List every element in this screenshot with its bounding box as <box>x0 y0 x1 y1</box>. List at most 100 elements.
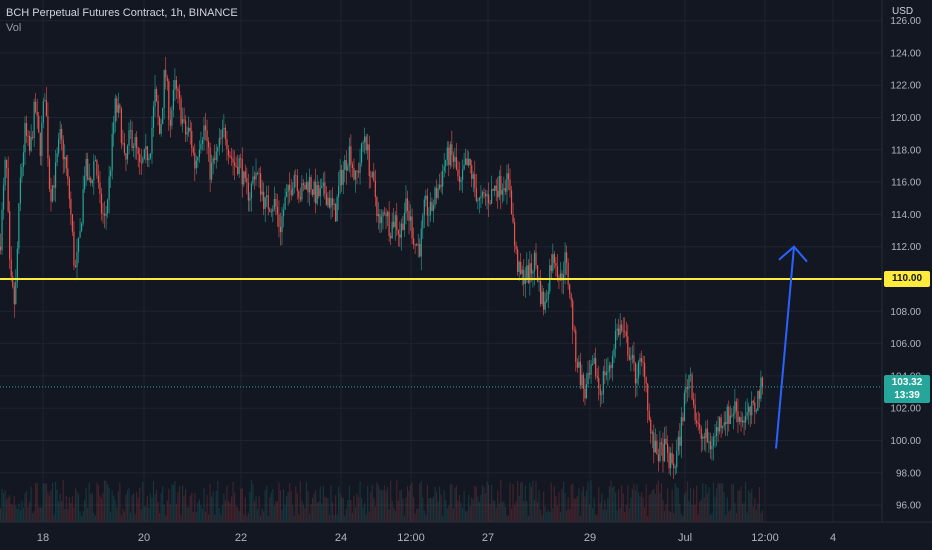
candle-body <box>758 390 760 399</box>
volume-bar <box>596 514 598 522</box>
volume-bar <box>491 485 493 522</box>
candle-body <box>411 216 413 239</box>
candle-body <box>93 161 95 181</box>
candle-body <box>515 245 517 250</box>
candle-body <box>305 182 308 190</box>
volume-bar <box>397 500 399 522</box>
volume-bar <box>97 485 100 522</box>
arrow-drawing[interactable] <box>775 245 808 449</box>
candle-body <box>748 406 750 412</box>
volume-bar <box>16 509 18 522</box>
volume-bar <box>726 497 728 522</box>
volume-bar <box>715 488 718 522</box>
volume-bar <box>178 486 181 522</box>
time-axis-panel[interactable] <box>0 522 932 550</box>
symbol-title[interactable]: BCH Perpetual Futures Contract, 1h, BINA… <box>6 7 238 19</box>
volume-bar <box>498 503 500 522</box>
candle-body <box>145 146 147 150</box>
candle-body <box>232 158 234 163</box>
candle-body <box>409 216 412 221</box>
candle-body <box>345 160 347 171</box>
volume-bar <box>746 512 748 522</box>
candle-body <box>88 177 90 180</box>
candle-body <box>726 406 728 424</box>
volume-bar <box>177 492 179 522</box>
volume-bar <box>325 497 327 522</box>
candle-body <box>390 235 392 239</box>
candle-body <box>518 261 520 272</box>
price-tick-label: 98.00 <box>896 468 921 479</box>
volume-bar <box>9 495 11 522</box>
volume-indicator-label[interactable]: Vol <box>6 22 22 34</box>
volume-bar <box>760 513 762 522</box>
volume-bar <box>385 490 387 522</box>
volume-bar <box>282 489 285 522</box>
volume-bar <box>91 492 93 522</box>
candle-body <box>596 375 598 378</box>
volume-bar <box>230 496 233 522</box>
candle-body <box>272 208 274 212</box>
candle-body <box>550 265 552 271</box>
volume-bar <box>105 480 107 522</box>
candle-body <box>728 406 730 425</box>
volume-bar <box>362 507 364 522</box>
volume-bar <box>507 515 510 522</box>
candlestick-series <box>0 56 764 479</box>
candle-body <box>504 188 506 192</box>
candle-body <box>178 91 181 99</box>
candle-body <box>368 144 370 176</box>
candle-body <box>628 355 630 360</box>
candle-body <box>471 165 473 179</box>
volume-bar <box>197 502 199 522</box>
volume-bar <box>338 486 340 522</box>
candle-body <box>70 198 72 215</box>
volume-bar <box>587 481 589 522</box>
volume-bar <box>134 514 136 522</box>
volume-bar <box>442 515 444 522</box>
candle-body <box>494 185 496 191</box>
volume-bar <box>279 490 282 522</box>
candle-body <box>38 115 40 133</box>
candle-body <box>399 234 401 238</box>
candle-body <box>604 371 606 376</box>
candle-body <box>708 441 710 443</box>
candle-body <box>282 209 285 217</box>
volume-bar <box>181 485 184 522</box>
volume-bar <box>639 496 641 522</box>
volume-bar <box>117 491 119 522</box>
candle-body <box>506 173 508 192</box>
candle-body <box>233 162 236 166</box>
volume-bar <box>269 497 271 522</box>
candle-body <box>256 172 259 174</box>
candle-body <box>443 166 445 171</box>
volume-bar <box>455 485 458 522</box>
volume-bar <box>546 511 548 522</box>
candle-body <box>177 88 179 92</box>
candle-body <box>36 111 38 116</box>
candle-body <box>169 119 171 126</box>
candle-body <box>495 185 497 192</box>
candle-body <box>524 278 526 284</box>
candle-body <box>584 388 586 399</box>
candle-body <box>347 166 349 171</box>
volume-bar <box>201 508 204 522</box>
candle-body <box>416 244 418 246</box>
candle-body <box>380 216 383 224</box>
candle-body <box>7 168 9 212</box>
candle-body <box>480 196 482 199</box>
volume-bar <box>140 509 142 522</box>
candle-body <box>481 192 484 197</box>
volume-bar <box>469 506 471 522</box>
volume-bar <box>504 506 506 522</box>
volume-bar <box>625 504 627 522</box>
candle-body <box>65 156 67 169</box>
candle-body <box>334 204 337 222</box>
volume-bar <box>458 494 461 522</box>
volume-bar <box>403 515 406 522</box>
price-axis-panel[interactable] <box>882 0 932 522</box>
volume-bar <box>206 495 208 522</box>
volume-bar <box>41 507 43 522</box>
candle-body <box>498 175 500 198</box>
candle-body <box>738 417 741 422</box>
